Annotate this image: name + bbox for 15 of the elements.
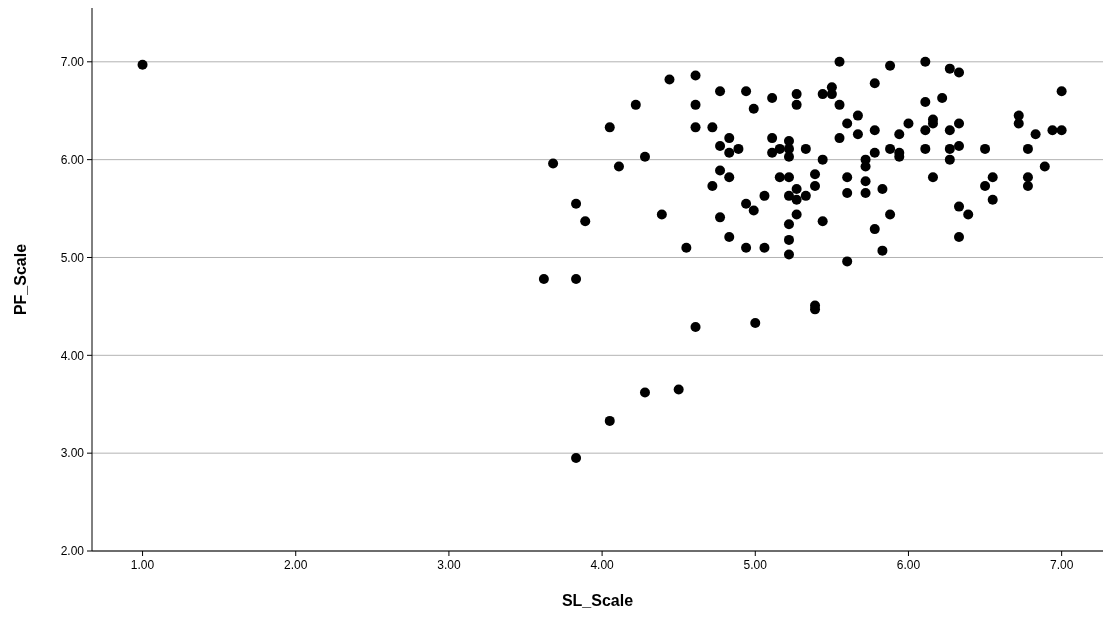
x-tick-label: 3.00 (437, 558, 461, 572)
y-tick-label: 5.00 (60, 250, 85, 265)
x-tick-label: 2.00 (284, 558, 308, 572)
y-axis-title: PF_Scale (12, 243, 29, 316)
x-axis-title: SL_Scale (561, 592, 634, 609)
y-tick-label: 6.00 (60, 152, 85, 167)
y-tick-label: 7.00 (60, 55, 85, 70)
x-tick-label: 6.00 (896, 558, 921, 572)
x-tick-label: 1.00 (130, 558, 155, 572)
y-tick-label: 2.00 (60, 544, 85, 559)
y-tick-label: 4.00 (60, 348, 85, 363)
x-tick-label: 5.00 (743, 558, 768, 572)
x-tick-label: 4.00 (590, 558, 615, 572)
y-tick-label: 3.00 (60, 446, 85, 461)
x-tick-label: 7.00 (1049, 558, 1074, 572)
